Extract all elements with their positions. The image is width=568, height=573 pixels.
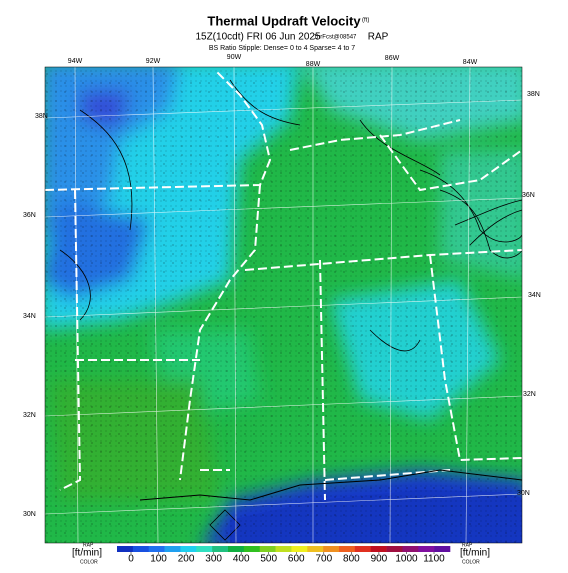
colorbar-tick-label: 1000 [395,554,418,565]
lon-label: 84W [463,59,478,66]
colorbar-swatch [386,546,403,552]
colorbar-tick-label: 400 [233,554,250,565]
model: RAP [368,32,389,43]
title-units: (ft) [362,18,369,24]
colorbar-swatch [132,546,150,552]
colorbar: 0 100 200 300 400 500 600 700 800 900 1000 1100 [117,546,451,565]
colorbar-swatch [323,546,340,552]
lon-label: 92W [146,58,161,65]
lat-label: 36N [23,212,36,219]
title: Thermal Updraft Velocity [207,13,361,28]
colorbar-tick-label: 900 [371,554,388,565]
colorbar-tick-label: 100 [150,554,167,565]
colorbar-swatch [402,546,419,552]
colorbar-swatch [354,546,372,552]
colorbar-swatch [117,546,134,552]
colorbar-tick-label: 200 [178,554,195,565]
colorbar-tick-label: 800 [343,554,360,565]
forecast: 1hrFcst@08547 [314,35,357,41]
map [45,67,522,543]
lat-label: 32N [523,391,536,398]
colorbar-swatch [243,546,261,552]
colorbar-tag: RAP [462,542,473,548]
colorbar-tick-label: 600 [288,554,305,565]
colorbar-swatch [339,546,356,552]
colorbar-swatch [418,546,435,552]
colorbar-units: [ft/min] [460,548,490,559]
colorbar-tag: COLOR [80,559,98,565]
colorbar-swatch [291,546,308,552]
colorbar-swatch [259,546,276,552]
colorbar-swatch [370,546,387,552]
lat-label: 38N [35,113,48,120]
colorbar-swatch [196,546,213,552]
colorbar-tag: RAP [83,542,94,548]
lat-label: 30N [517,490,530,497]
lat-label: 34N [23,313,36,320]
lat-label: 34N [528,292,541,299]
colorbar-swatch [148,546,165,552]
lon-label: 90W [227,54,242,61]
colorbar-tick-label: 500 [260,554,277,565]
colorbar-tag: COLOR [462,559,480,565]
colorbar-swatch [307,546,324,552]
colorbar-tick-label: 300 [205,554,222,565]
colorbar-swatch [180,546,197,552]
stipple-note: BS Ratio Stipple: Dense= 0 to 4 Sparse= … [209,45,355,52]
colorbar-swatch [434,546,451,552]
colorbar-tick-label: 1100 [423,554,445,565]
colorbar-units: [ft/min] [72,548,102,559]
lon-label: 94W [68,58,83,65]
valid-time: 15Z(10cdt) FRI 06 Jun 2025 [195,32,321,43]
colorbar-swatch [164,546,181,552]
map-frame [44,66,523,544]
colorbar-swatch [228,546,245,552]
lat-label: 32N [23,412,36,419]
lon-label: 86W [385,55,400,62]
colorbar-tick-label: 700 [315,554,332,565]
colorbar-swatch [275,546,292,552]
colorbar-tick-label: 0 [128,554,134,565]
lat-label: 38N [527,91,540,98]
lat-label: 30N [23,511,36,518]
colorbar-swatch [212,546,229,552]
lat-label: 36N [522,192,535,199]
lon-label: 88W [306,61,321,68]
